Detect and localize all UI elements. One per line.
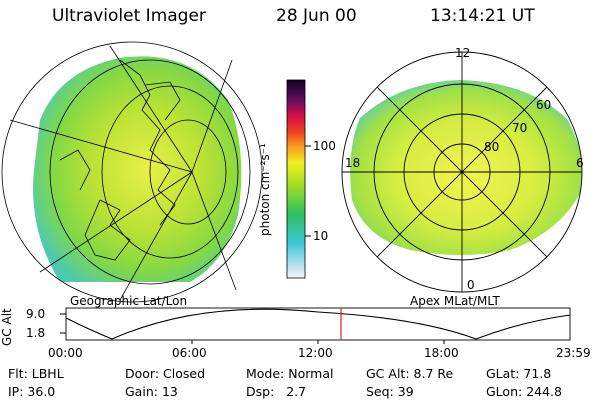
altitude-ylabel: GC Alt <box>0 308 14 346</box>
status-dsp: Dsp: 2.7 <box>246 384 307 399</box>
altitude-ytick-1-8: 1.8 <box>26 326 46 340</box>
colorbar-tick-10: 10 <box>313 229 329 243</box>
status-glon: GLon: 244.8 <box>486 384 562 399</box>
aurora-image-left <box>33 56 242 282</box>
polar-plot <box>341 51 583 293</box>
mlat-label-60: 60 <box>536 98 552 112</box>
time-tick-2359: 23:59 <box>556 346 591 360</box>
instrument-title: Ultraviolet Imager <box>52 6 206 26</box>
altitude-plot <box>60 307 571 344</box>
colorbar <box>286 79 306 279</box>
status-gc-alt: GC Alt: 8.7 Re <box>366 366 454 381</box>
observation-date: 28 Jun 00 <box>276 6 357 26</box>
status-filter: Flt: LBHL <box>8 366 64 381</box>
time-tick-0000: 00:00 <box>48 346 83 360</box>
mlt-label-12: 12 <box>455 46 471 60</box>
mlt-label-18: 18 <box>345 156 361 170</box>
colorbar-unit-label: photon cm⁻²s⁻¹ <box>258 143 272 236</box>
status-gain: Gain: 13 <box>125 384 178 399</box>
mlt-label-6: 6 <box>576 156 584 170</box>
status-ip: IP: 36.0 <box>8 384 56 399</box>
time-tick-1200: 12:00 <box>298 346 333 360</box>
time-tick-1800: 18:00 <box>424 346 459 360</box>
altitude-ytick-9: 9.0 <box>26 307 46 321</box>
status-mode: Mode: Normal <box>246 366 334 381</box>
status-glat: GLat: 71.8 <box>486 366 552 381</box>
observation-time: 13:14:21 UT <box>430 6 535 26</box>
time-tick-0600: 06:00 <box>172 346 207 360</box>
altitude-curve <box>65 308 571 340</box>
mlat-label-70: 70 <box>512 121 528 135</box>
status-door: Door: Closed <box>125 366 206 381</box>
status-seq: Seq: 39 <box>366 384 414 399</box>
left-panel-label: Geographic Lat/Lon <box>70 294 188 308</box>
geographic-map <box>1 41 263 303</box>
right-panel-label: Apex MLat/MLT <box>410 294 500 308</box>
colorbar-tick-100: 100 <box>313 139 336 153</box>
mlt-label-0: 0 <box>467 278 475 292</box>
mlat-label-80: 80 <box>484 140 500 154</box>
